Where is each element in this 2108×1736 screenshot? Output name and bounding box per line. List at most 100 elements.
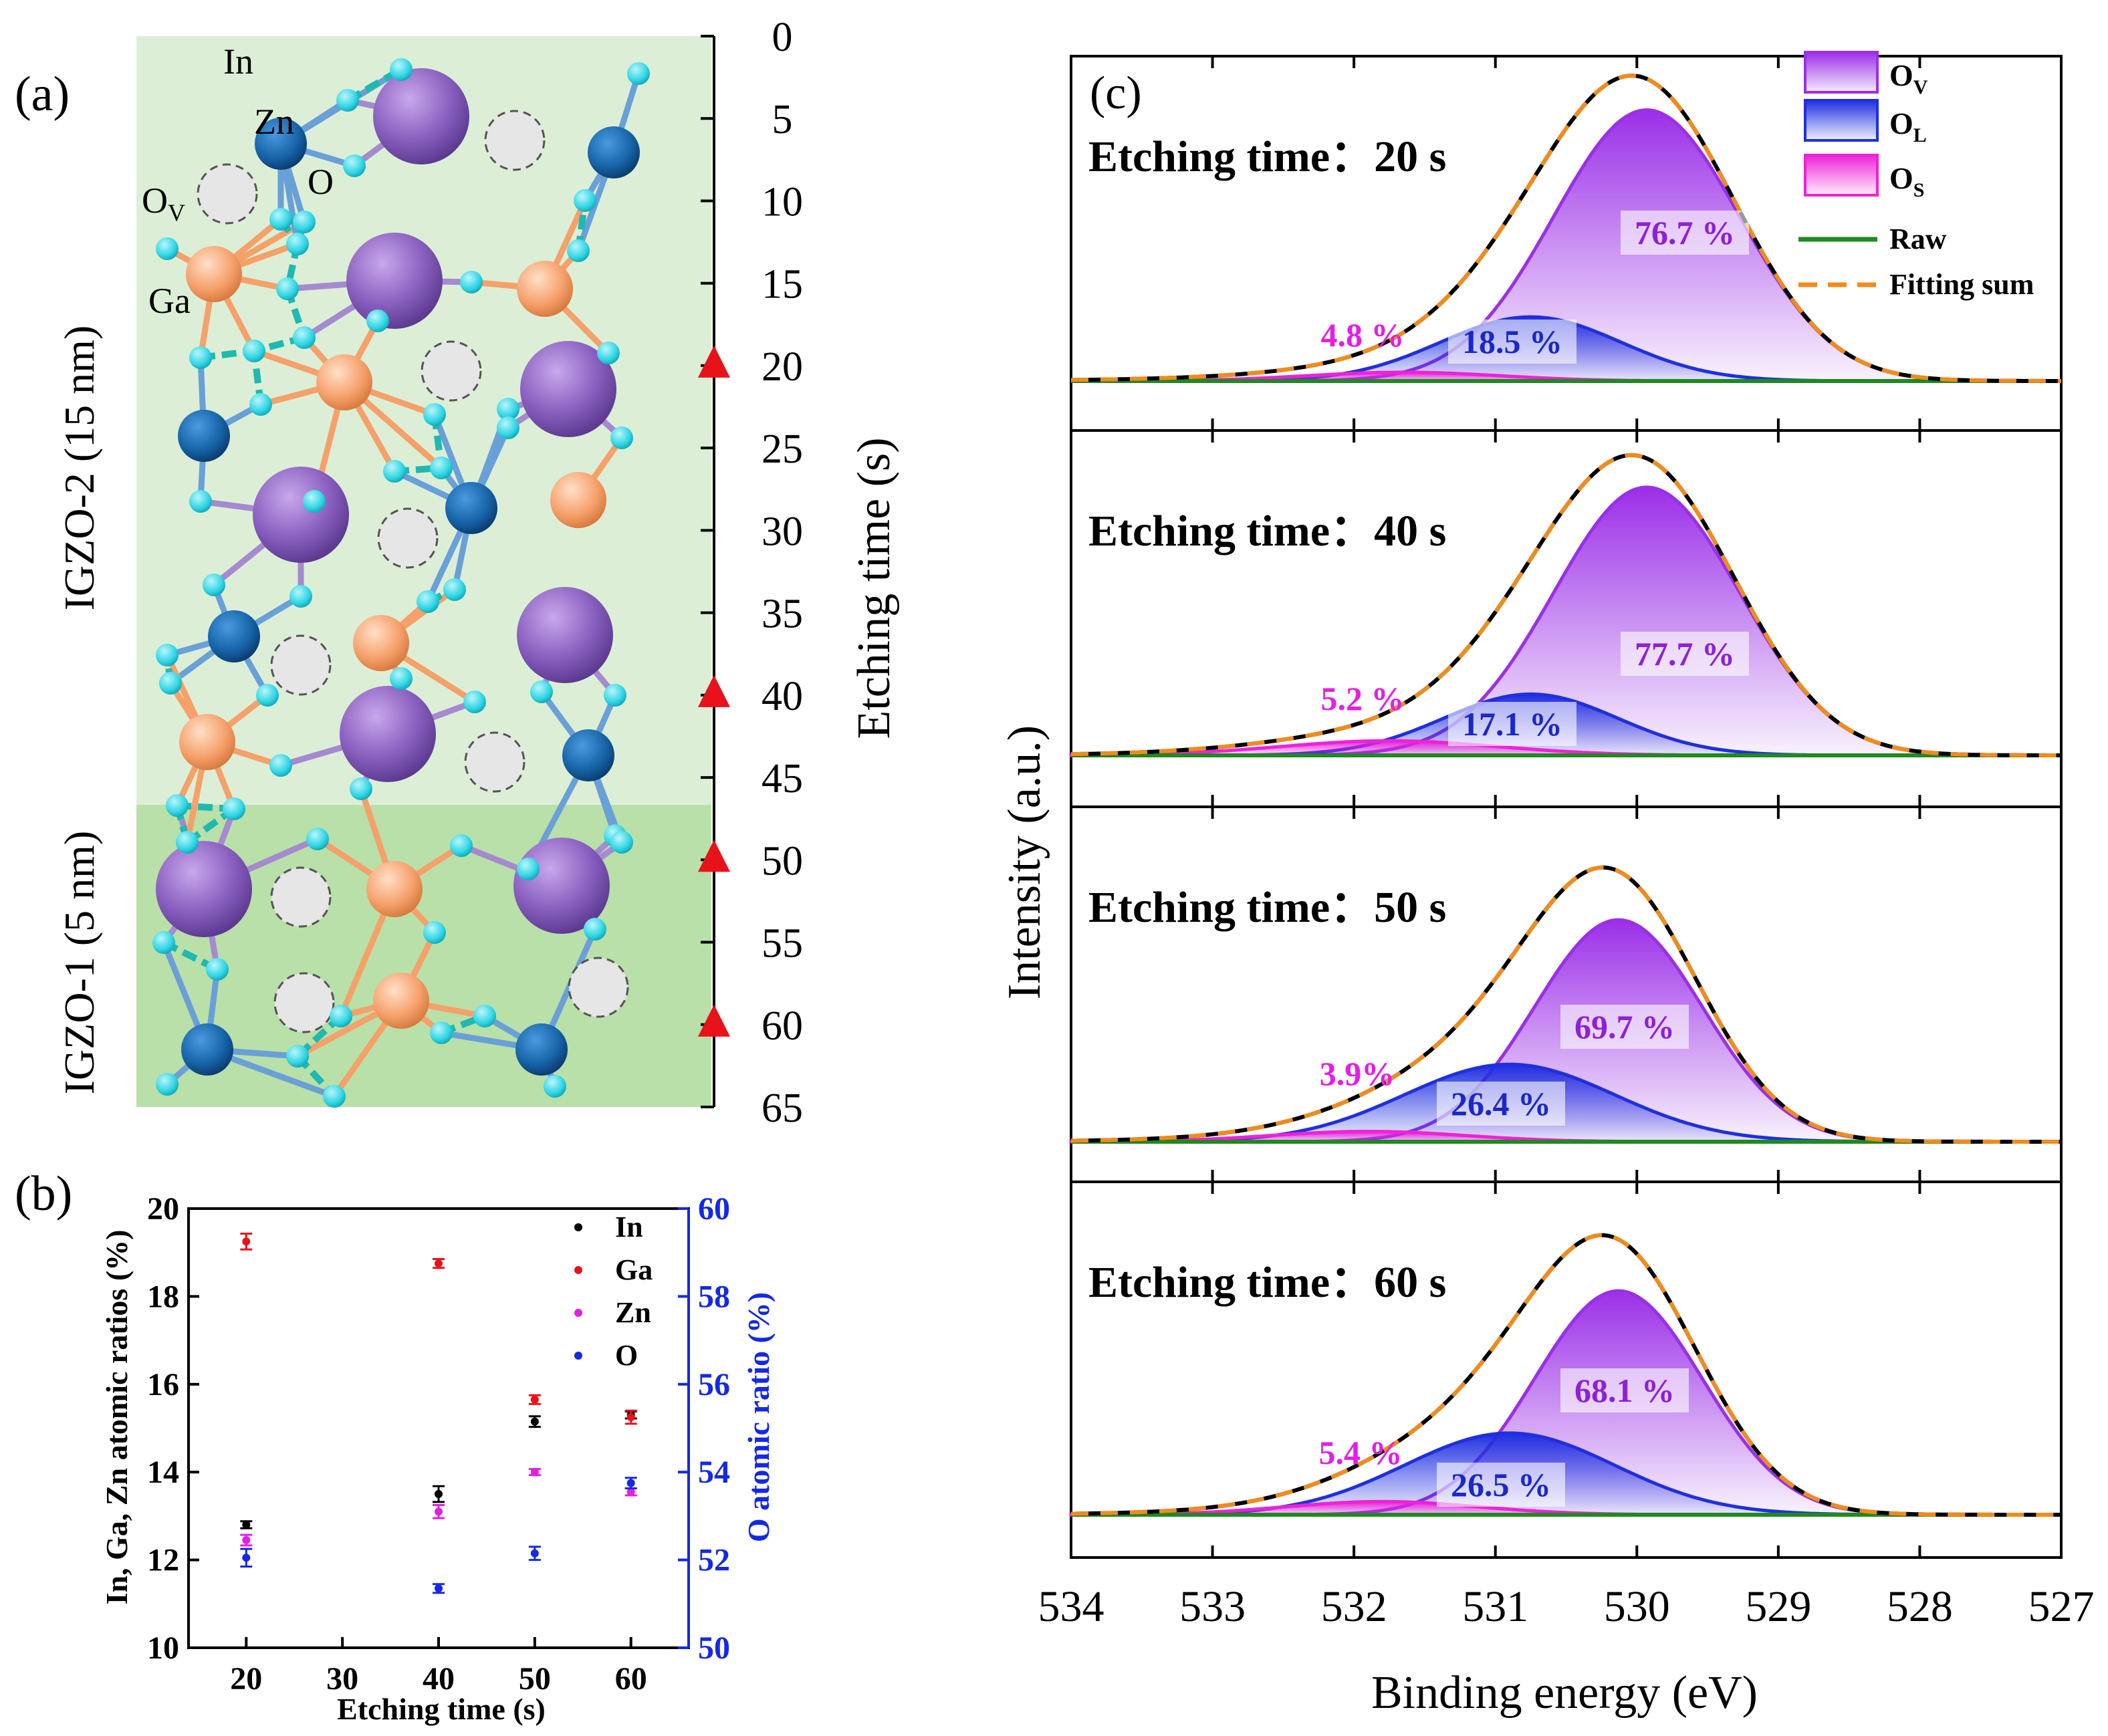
legend-swatch	[1804, 154, 1879, 197]
c-xlabel: Binding energy (eV)	[1371, 1667, 1758, 1719]
xps-subpanel: Etching time：50 s 69.7 % 26.4 % 3.9%	[1069, 805, 2063, 1182]
o-atom	[497, 416, 519, 439]
o-atom	[286, 233, 309, 255]
panel-a: (a) In Zn O OV Ga IGZO-2 (15 nm) IGZO-1 …	[15, 15, 900, 1131]
component-label: 76.7 %	[1635, 214, 1735, 251]
data-point	[242, 1237, 251, 1246]
o-atom	[323, 1085, 346, 1108]
in-atom	[520, 341, 616, 437]
x-tick-label: 60	[615, 1661, 647, 1697]
series-zn	[240, 1468, 637, 1547]
panel-c: (c) Etching time：20 s76.7 %18.5 %4.8 %Et…	[999, 51, 2095, 1719]
y-right-tick-label: 60	[698, 1191, 730, 1227]
plot-frame	[187, 1207, 690, 1649]
data-point	[435, 1507, 443, 1516]
o-atom	[243, 340, 265, 362]
o-atom	[423, 403, 446, 426]
x-tick-label: 533	[1179, 1582, 1246, 1631]
zn-atom	[445, 482, 497, 534]
o-atom	[330, 1005, 352, 1027]
atom-label-in: In	[223, 41, 253, 82]
o-atom	[473, 1005, 496, 1027]
in-atom	[253, 467, 349, 563]
axis-tick-label: 0	[772, 15, 793, 60]
fitting-sum-curve	[1071, 1233, 2061, 1517]
legend-label: OS	[1889, 161, 1924, 201]
zn-atom	[255, 118, 307, 170]
data-point	[626, 1413, 635, 1422]
ga-atom	[316, 354, 372, 410]
legend-label: Raw	[1889, 223, 1947, 255]
axis-tick-label: 25	[762, 426, 803, 472]
o-atom	[567, 239, 590, 262]
legend-marker	[574, 1223, 582, 1231]
o-atom	[450, 834, 473, 857]
y-right-tick-label: 50	[698, 1630, 730, 1666]
x-tick-label: 529	[1745, 1582, 1811, 1631]
o-atom	[306, 828, 329, 850]
etching-time-axis: 0 5 10 15 20 25 30 35 40 45 50 55 60 65	[698, 15, 803, 1131]
axis-tick-label: 5	[772, 97, 793, 142]
label-box	[1437, 1082, 1565, 1126]
legend-label: OV	[1889, 58, 1928, 98]
axis-tick-label: 10	[762, 179, 803, 225]
fitting-sum-curve	[1070, 74, 2061, 383]
b-xlabel: Etching time (s)	[337, 1692, 546, 1726]
atom-network	[152, 58, 650, 1108]
subpanel-title: Etching time：20 s	[1088, 132, 1446, 181]
panel-b-label: (b)	[15, 1166, 72, 1221]
label-box	[1448, 320, 1576, 364]
etch-marker	[698, 674, 730, 707]
x-tick-label: 50	[519, 1661, 551, 1697]
data-point	[530, 1395, 539, 1404]
data-point	[435, 1584, 443, 1593]
panel-b: (b) 20 30 40 50 60 10 12 14 16 18 20 50 52 54 56 58 60 In…	[15, 1166, 776, 1726]
x-tick-label: 531	[1462, 1582, 1528, 1631]
oxygen-vacancy	[421, 340, 482, 402]
o-atom	[390, 667, 413, 690]
layer-label-igzo-1: IGZO-1 (5 nm)	[55, 831, 103, 1095]
fitting-sum-curve	[1071, 865, 2061, 1144]
x-tick-label: 527	[2028, 1582, 2095, 1631]
o-atom	[530, 680, 553, 703]
subpanel-title: Etching time：50 s	[1088, 883, 1446, 932]
in-atom	[373, 68, 469, 164]
zn-atom	[588, 126, 640, 178]
fitting-sum-curve	[1070, 453, 2061, 757]
etching-time-axis-label: Etching time (s)	[848, 437, 900, 739]
label-box	[1437, 1463, 1565, 1507]
legend-label: Zn	[615, 1296, 651, 1329]
series-o	[240, 1477, 637, 1594]
legend-label: In	[615, 1211, 643, 1243]
data-point	[242, 1521, 251, 1529]
component-o-l	[1071, 1062, 2061, 1144]
subpanel-title: Etching time：40 s	[1088, 507, 1446, 555]
oxygen-vacancy	[464, 731, 525, 793]
o-atom	[189, 346, 212, 369]
zn-atom	[562, 729, 614, 781]
o-atom	[584, 918, 606, 941]
c-ylabel: Intensity (a.u.)	[999, 725, 1050, 999]
x-tick-label: 40	[423, 1661, 455, 1697]
o-atom	[604, 684, 626, 707]
o-atom	[544, 1075, 566, 1098]
o-atom	[460, 271, 483, 293]
ga-atom	[550, 472, 606, 528]
etch-marker	[698, 345, 730, 378]
data-point	[435, 1259, 443, 1268]
data-point	[530, 1549, 539, 1558]
o-atom	[256, 684, 279, 707]
data-point	[530, 1417, 539, 1426]
data-point	[626, 1479, 635, 1487]
component-label: 18.5 %	[1462, 323, 1562, 360]
o-atom	[627, 62, 650, 85]
label-box	[1448, 702, 1576, 746]
o-atom	[223, 797, 245, 820]
legend-swatch	[1804, 99, 1879, 142]
xps-subpanel: Etching time：40 s 77.7 % 17.1 % 5.2 %	[1069, 429, 2063, 807]
y-tick-label: 18	[147, 1279, 179, 1314]
o-atom	[574, 189, 596, 212]
in-atom	[156, 841, 252, 937]
y-tick-label: 16	[147, 1367, 179, 1402]
o-atom	[423, 921, 446, 944]
